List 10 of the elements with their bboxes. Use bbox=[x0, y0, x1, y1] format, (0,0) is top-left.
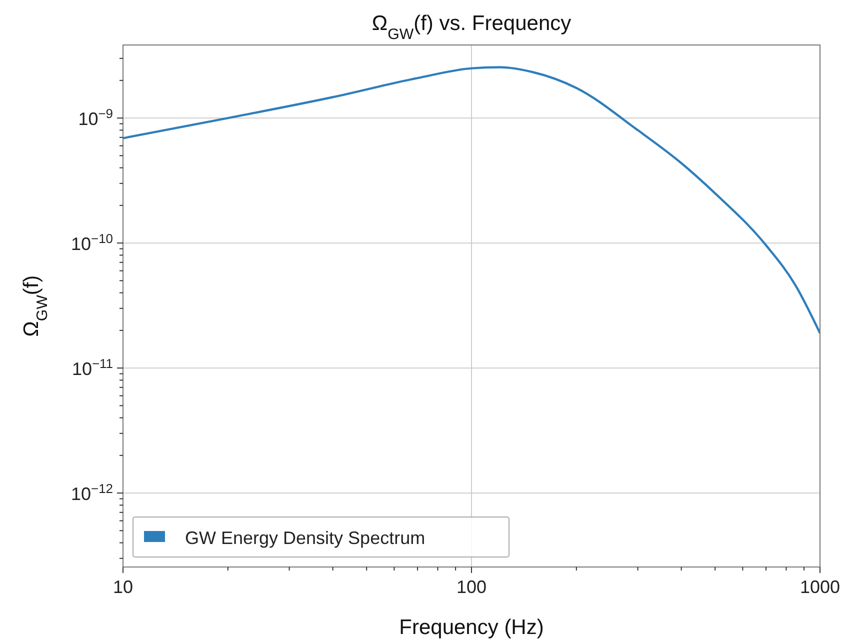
legend-label: GW Energy Density Spectrum bbox=[185, 528, 426, 548]
y-tick-label: 10$^{−12}$ bbox=[70, 480, 113, 504]
y-tick-label: 10$^{−11}$ bbox=[72, 356, 113, 380]
x-tick-label: 10 bbox=[112, 577, 134, 597]
x-tick-label: 1000 bbox=[800, 577, 840, 597]
x-tick-label: 100 bbox=[456, 577, 487, 597]
y-tick-label: 10$^{−9}$ bbox=[78, 106, 113, 130]
y-tick-label: 10$^{−10}$ bbox=[70, 230, 113, 254]
x-axis-title: Frequency (Hz) bbox=[399, 616, 544, 639]
chart-title: Ω$_{GW}$(f) vs. Frequency bbox=[372, 12, 572, 42]
